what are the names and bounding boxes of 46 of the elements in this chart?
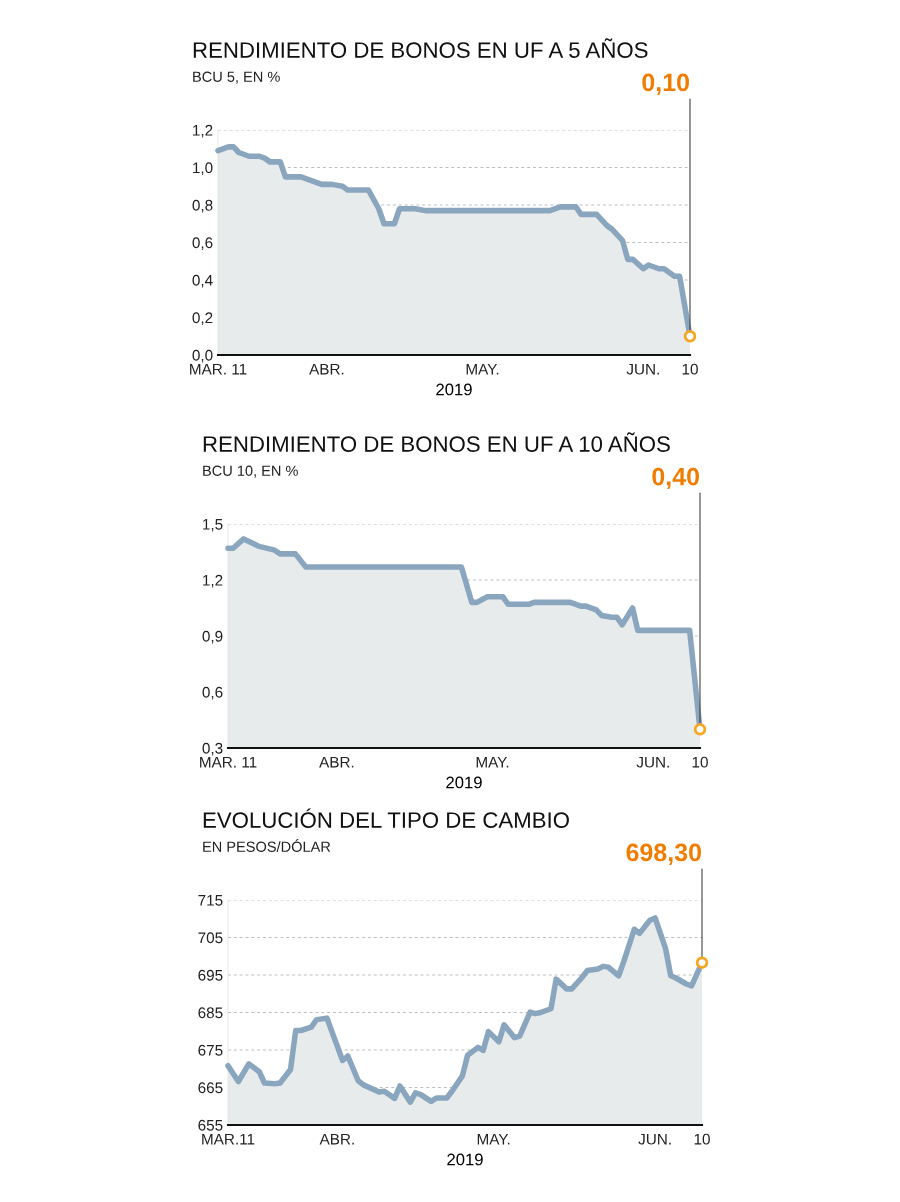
x-tick-label: MAY. xyxy=(477,1133,510,1145)
y-tick-label: 0,3 xyxy=(202,742,223,756)
y-tick-label: 1,5 xyxy=(203,519,223,532)
x-tick-label: 10 xyxy=(692,756,708,768)
y-tick-label: 695 xyxy=(198,969,223,981)
y-tick-label: 705 xyxy=(198,932,223,944)
y-tick-label: 685 xyxy=(198,1007,223,1019)
annotation: 698,30 xyxy=(626,843,701,865)
y-tick-label: 0,6 xyxy=(192,237,213,250)
x-tick-label: ABR. xyxy=(309,363,344,375)
x-axis-title: 2019 xyxy=(436,383,472,396)
chart-title: EVOLUCIÓN DEL TIPO DE CAMBIO xyxy=(203,808,569,828)
chart-title: RENDIMIENTO DE BONOS EN UF A 5 AÑOS xyxy=(193,38,648,58)
x-tick-label: JUN. xyxy=(638,1133,671,1145)
x-tick-label: MAR.11 xyxy=(202,1133,255,1145)
x-axis-title: 2019 xyxy=(447,1153,483,1166)
y-tick-label: 665 xyxy=(198,1082,223,1094)
x-tick-label: MAR. 11 xyxy=(200,756,257,768)
annotation: 0,10 xyxy=(642,73,689,95)
y-tick-label: 0,8 xyxy=(192,199,213,213)
y-tick-label: 655 xyxy=(198,1119,223,1131)
y-tick-label: 0,6 xyxy=(202,686,223,700)
y-tick-label: 0,2 xyxy=(192,312,213,325)
x-tick-label: MAR. 11 xyxy=(190,363,247,375)
x-tick-label: ABR. xyxy=(319,1133,354,1145)
y-tick-label: 715 xyxy=(198,895,223,906)
x-tick-label: ABR. xyxy=(319,756,354,768)
chart-subtitle: BCU 10, EN % xyxy=(203,465,298,478)
y-tick-label: 1,2 xyxy=(203,574,223,588)
y-tick-label: 1,0 xyxy=(193,162,213,175)
annotation: 0,40 xyxy=(652,467,699,490)
chart-subtitle: BCU 5, EN % xyxy=(193,71,280,84)
x-tick-label: 10 xyxy=(694,1133,710,1145)
y-tick-label: 1,2 xyxy=(193,124,213,138)
x-tick-label: JUN. xyxy=(636,756,669,768)
x-tick-label: JUN. xyxy=(626,363,659,375)
chart-subtitle: EN PESOS/DÓLAR xyxy=(203,839,331,852)
x-tick-label: 10 xyxy=(682,363,698,375)
x-tick-label: MAY. xyxy=(466,363,499,375)
x-tick-label: MAY. xyxy=(476,756,509,768)
y-tick-label: 0,9 xyxy=(202,630,223,644)
y-tick-label: 0,0 xyxy=(192,349,213,363)
y-tick-label: 0,4 xyxy=(192,274,213,288)
x-axis-title: 2019 xyxy=(446,776,482,789)
y-tick-label: 675 xyxy=(198,1044,223,1056)
chart-title: RENDIMIENTO DE BONOS EN UF A 10 AÑOS xyxy=(203,432,670,452)
